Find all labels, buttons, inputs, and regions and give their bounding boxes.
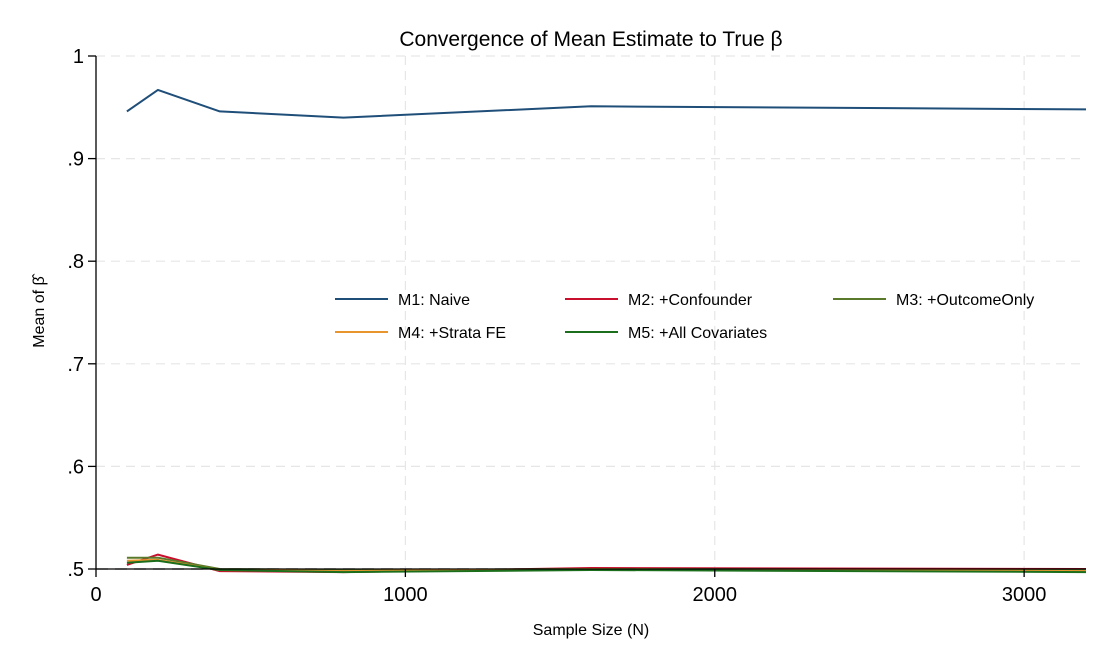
legend-label-m5-all-covariates: M5: +All Covariates [628,325,767,342]
legend-label-m4-strata-fe: M4: +Strata FE [398,325,506,342]
x-tick-label: 0 [90,584,101,606]
x-axis-title: Sample Size (N) [533,622,649,639]
y-tick-label: .6 [67,456,84,478]
legend-label-m3-outcomeonly: M3: +OutcomeOnly [896,292,1034,309]
series-line-m5-all-covariates [126,559,1087,574]
y-tick-label: .5 [67,559,84,581]
legend: M1: Naive M2: +Confounder M3: +OutcomeOnly… [335,292,1034,342]
chart-title: Convergence of Mean Estimate to True β [399,28,782,51]
y-tick-label: .7 [67,354,84,376]
series-line-m1-naive [126,88,1087,119]
y-tick-label: 1 [73,46,84,68]
y-tick-label: .8 [67,251,84,273]
x-tick-label: 1000 [383,584,428,606]
legend-label-m2-confounder: M2: +Confounder [628,292,753,309]
x-tick-label: 3000 [1002,584,1047,606]
y-tick-label: .9 [67,149,84,171]
y-axis-title: Mean of β̂ [31,273,48,347]
axes: .5 .6 .7 .8 .9 1 0 1000 2000 3000 [67,46,1086,606]
legend-label-m1-naive: M1: Naive [398,292,470,309]
grid [96,55,1086,569]
x-tick-label: 2000 [693,584,738,606]
